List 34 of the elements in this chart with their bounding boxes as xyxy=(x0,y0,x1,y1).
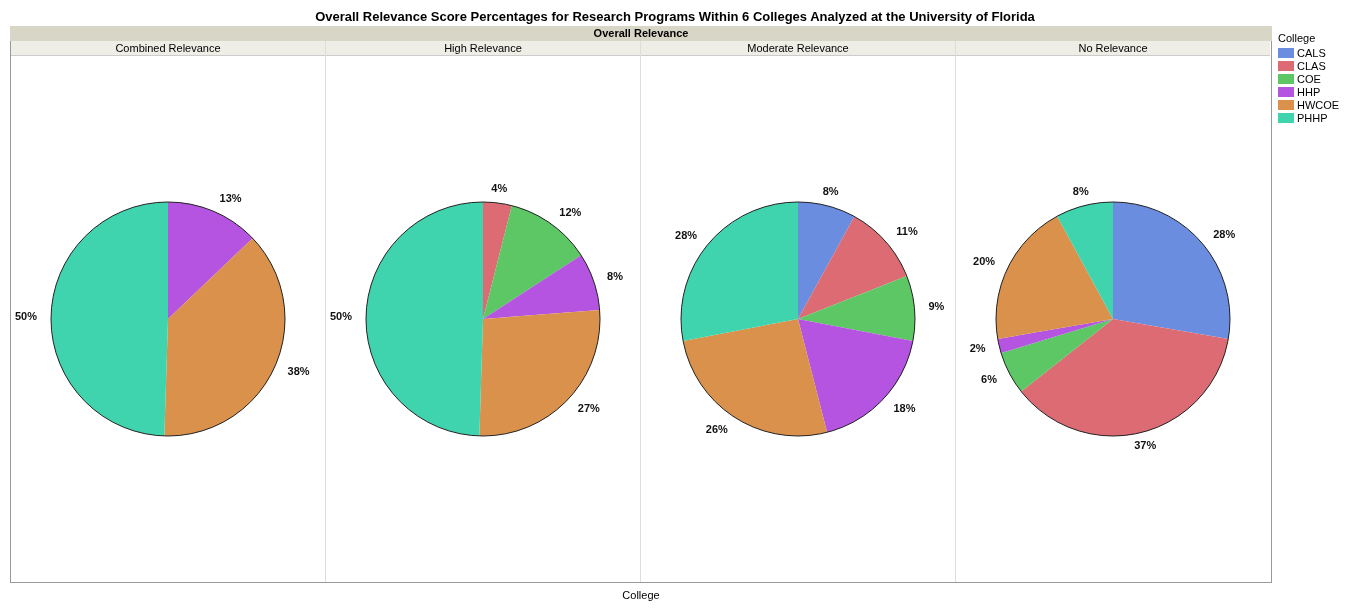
data-label: 8% xyxy=(822,185,839,198)
data-label: 38% xyxy=(287,365,310,378)
text: College xyxy=(621,589,661,601)
data-label: 28% xyxy=(675,228,698,241)
slice-label: Moderate Relevance xyxy=(641,41,955,56)
data-label: 11% xyxy=(896,225,918,238)
slice-label: Combined Relevance xyxy=(11,41,325,56)
data-label: 12% xyxy=(559,205,582,218)
data-label: 37% xyxy=(1134,439,1157,451)
legend-title: College xyxy=(1278,32,1317,44)
chart-title: Overall Relevance Score Percentages for Research Programs Within 6 Colleges Analyzed at the University of Florida xyxy=(314,8,1036,26)
data-label: 27% xyxy=(577,402,600,415)
data-label: 20% xyxy=(973,254,996,267)
data-label: 13% xyxy=(219,191,242,204)
data-label: 8% xyxy=(1072,185,1089,198)
data-label: 18% xyxy=(893,401,916,414)
data-label: 8% xyxy=(607,270,624,282)
legend-label: CALS xyxy=(1297,46,1326,59)
data-label: 9% xyxy=(928,299,945,312)
legend-label: COE xyxy=(1297,72,1321,85)
legend-label: PHHP xyxy=(1297,111,1328,124)
data-label: 26% xyxy=(705,422,729,435)
legend-label: HHP xyxy=(1297,85,1321,98)
data-label: 6% xyxy=(981,372,998,385)
slice-label: High Relevance xyxy=(326,41,640,56)
data-label: 4% xyxy=(491,182,508,195)
legend-label: CLAS xyxy=(1297,59,1326,72)
data-label: 2% xyxy=(969,342,986,355)
data-label: 50% xyxy=(329,309,353,322)
slice-label: No Relevance xyxy=(956,41,1270,56)
data-label: 28% xyxy=(1213,227,1236,240)
legend-label: HWCOE xyxy=(1297,98,1340,111)
chart-subtitle: Overall Relevance xyxy=(10,26,1272,41)
data-label: 50% xyxy=(14,309,38,322)
